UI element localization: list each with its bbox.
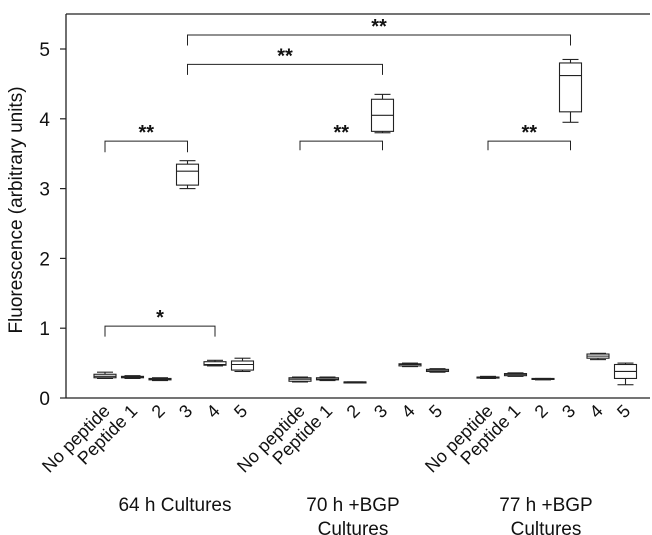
- y-tick-label: 1: [39, 319, 50, 340]
- box-2-5: [398, 362, 422, 368]
- group-label: 70 h +BGP Cultures: [306, 495, 399, 535]
- bracket-line: [299, 140, 383, 151]
- significance-label: *: [156, 307, 164, 329]
- significance-label: **: [521, 122, 537, 144]
- y-tick-label: 5: [39, 40, 50, 61]
- significance-bracket: **: [187, 45, 383, 75]
- bracket-line: [187, 63, 383, 75]
- iqr-box: [203, 361, 227, 366]
- significance-label: **: [277, 45, 293, 67]
- x-tick-label: 4: [586, 401, 607, 422]
- box-3-2: [503, 372, 528, 377]
- box-2-4: [370, 93, 395, 134]
- significance-bracket: **: [487, 122, 571, 151]
- x-tick-label: 3: [370, 401, 391, 422]
- iqr-box: [175, 163, 200, 186]
- box-3-3: [531, 377, 555, 381]
- y-tick-label: 2: [39, 249, 50, 270]
- box-1-6: [230, 357, 255, 373]
- box-1-4: [175, 160, 200, 190]
- bracket-line: [104, 140, 188, 153]
- significance-bracket: *: [104, 307, 216, 337]
- group-label: 77 h +BGP Cultures: [499, 495, 592, 535]
- bracket-line: [104, 325, 216, 337]
- y-axis-label: Fluorescence (arbitrary units): [6, 86, 27, 333]
- x-tick-label: 2: [343, 401, 364, 422]
- bracket-line: [487, 140, 571, 151]
- y-tick-label: 0: [39, 389, 50, 410]
- significance-label: **: [138, 122, 154, 144]
- box-2-2: [315, 376, 340, 382]
- iqr-box: [558, 62, 583, 113]
- box-1-3: [148, 377, 172, 382]
- box-2-6: [425, 368, 450, 373]
- box-1-1: [93, 371, 117, 380]
- x-tick-label: 2: [531, 401, 552, 422]
- significance-label: **: [333, 122, 349, 144]
- significance-bracket: **: [187, 16, 571, 46]
- box-1-2: [120, 375, 145, 380]
- x-tick-label: 5: [425, 401, 446, 422]
- box-3-6: [613, 362, 638, 386]
- significance-brackets: ***********: [104, 16, 571, 337]
- x-tick-label: 5: [613, 401, 634, 422]
- group-labels: 64 h Cultures 70 h +BGP Cultures 77 h +BGP C…: [118, 495, 592, 535]
- x-tick-label: 3: [558, 401, 579, 422]
- box-3-4: [558, 58, 583, 123]
- x-tick-label: 3: [175, 401, 196, 422]
- y-tick-label: 3: [39, 180, 50, 201]
- y-tick-label: 4: [39, 110, 50, 131]
- x-tick-label: 4: [203, 401, 224, 422]
- significance-bracket: **: [104, 122, 188, 153]
- axes: [65, 13, 650, 399]
- group-label: 64 h Cultures: [118, 495, 231, 516]
- box-1-5: [203, 359, 227, 367]
- box-2-3: [343, 381, 367, 384]
- boxes: [93, 58, 638, 386]
- x-tick-label: 2: [148, 401, 169, 422]
- x-tick-label: 5: [230, 401, 251, 422]
- significance-label: **: [371, 16, 387, 38]
- box-3-1: [476, 375, 500, 380]
- iqr-box: [230, 360, 255, 371]
- box-3-5: [586, 352, 610, 361]
- bracket-line: [187, 34, 571, 46]
- box-2-1: [288, 376, 312, 383]
- y-ticks: 0 1 2 3 4 5: [39, 40, 66, 410]
- x-tick-label: 4: [398, 401, 419, 422]
- significance-bracket: **: [299, 122, 383, 151]
